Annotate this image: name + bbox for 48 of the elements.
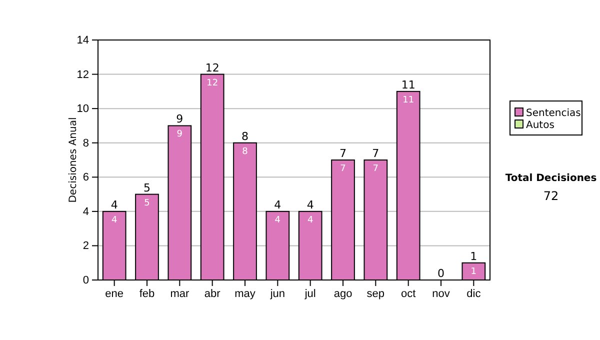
data-label: 7 xyxy=(372,164,379,174)
data-label: 9 xyxy=(176,130,183,140)
total-label: 9 xyxy=(176,112,184,126)
y-tick-label: 8 xyxy=(82,137,89,150)
x-tick-label: jun xyxy=(269,288,286,300)
y-tick-label: 12 xyxy=(76,68,89,81)
y-tick-label: 4 xyxy=(82,206,89,218)
total-label: 4 xyxy=(306,198,314,212)
data-label: 4 xyxy=(307,215,314,226)
y-axis-title: Decisiones Anual xyxy=(68,117,79,203)
x-tick-label: ene xyxy=(105,288,124,300)
total-label: 12 xyxy=(205,61,220,74)
x-tick-label: sep xyxy=(366,288,385,300)
data-label: 12 xyxy=(206,78,218,88)
legend-label: Sentencias xyxy=(526,108,581,119)
data-label: 1 xyxy=(470,266,477,277)
y-tick-label: 0 xyxy=(82,274,89,287)
x-tick-label: oct xyxy=(400,288,416,300)
y-tick-label: 6 xyxy=(82,172,89,184)
total-label: 7 xyxy=(340,147,346,160)
x-tick-label: may xyxy=(234,288,256,300)
y-tick-label: 2 xyxy=(82,240,89,252)
data-label: 4 xyxy=(274,215,281,226)
x-tick-label: nov xyxy=(432,288,450,300)
y-tick-label: 10 xyxy=(76,103,89,116)
total-label: 11 xyxy=(401,78,416,92)
total-label: 5 xyxy=(144,181,150,194)
x-tick-label: abr xyxy=(204,288,221,300)
text: 72 xyxy=(543,189,559,203)
y-tick-label: 14 xyxy=(76,34,89,47)
x-tick-label: dic xyxy=(466,288,482,300)
total-label: 4 xyxy=(110,198,118,212)
total-label: 7 xyxy=(372,147,380,160)
total-label: 0 xyxy=(438,267,444,280)
x-tick-label: ago xyxy=(334,288,352,300)
data-label: 4 xyxy=(111,215,118,226)
x-tick-label: mar xyxy=(170,288,190,300)
x-tick-label: feb xyxy=(139,288,155,300)
data-label: 5 xyxy=(144,198,150,208)
total-label: 4 xyxy=(274,198,282,212)
data-label: 8 xyxy=(242,146,248,157)
total-label: 8 xyxy=(242,130,248,143)
data-label: 11 xyxy=(402,95,414,106)
total-label: 1 xyxy=(470,250,478,263)
text: Total Decisiones xyxy=(505,173,597,184)
legend-label: Autos xyxy=(526,120,554,131)
data-label: 7 xyxy=(340,164,346,174)
x-tick-label: jul xyxy=(304,288,316,300)
